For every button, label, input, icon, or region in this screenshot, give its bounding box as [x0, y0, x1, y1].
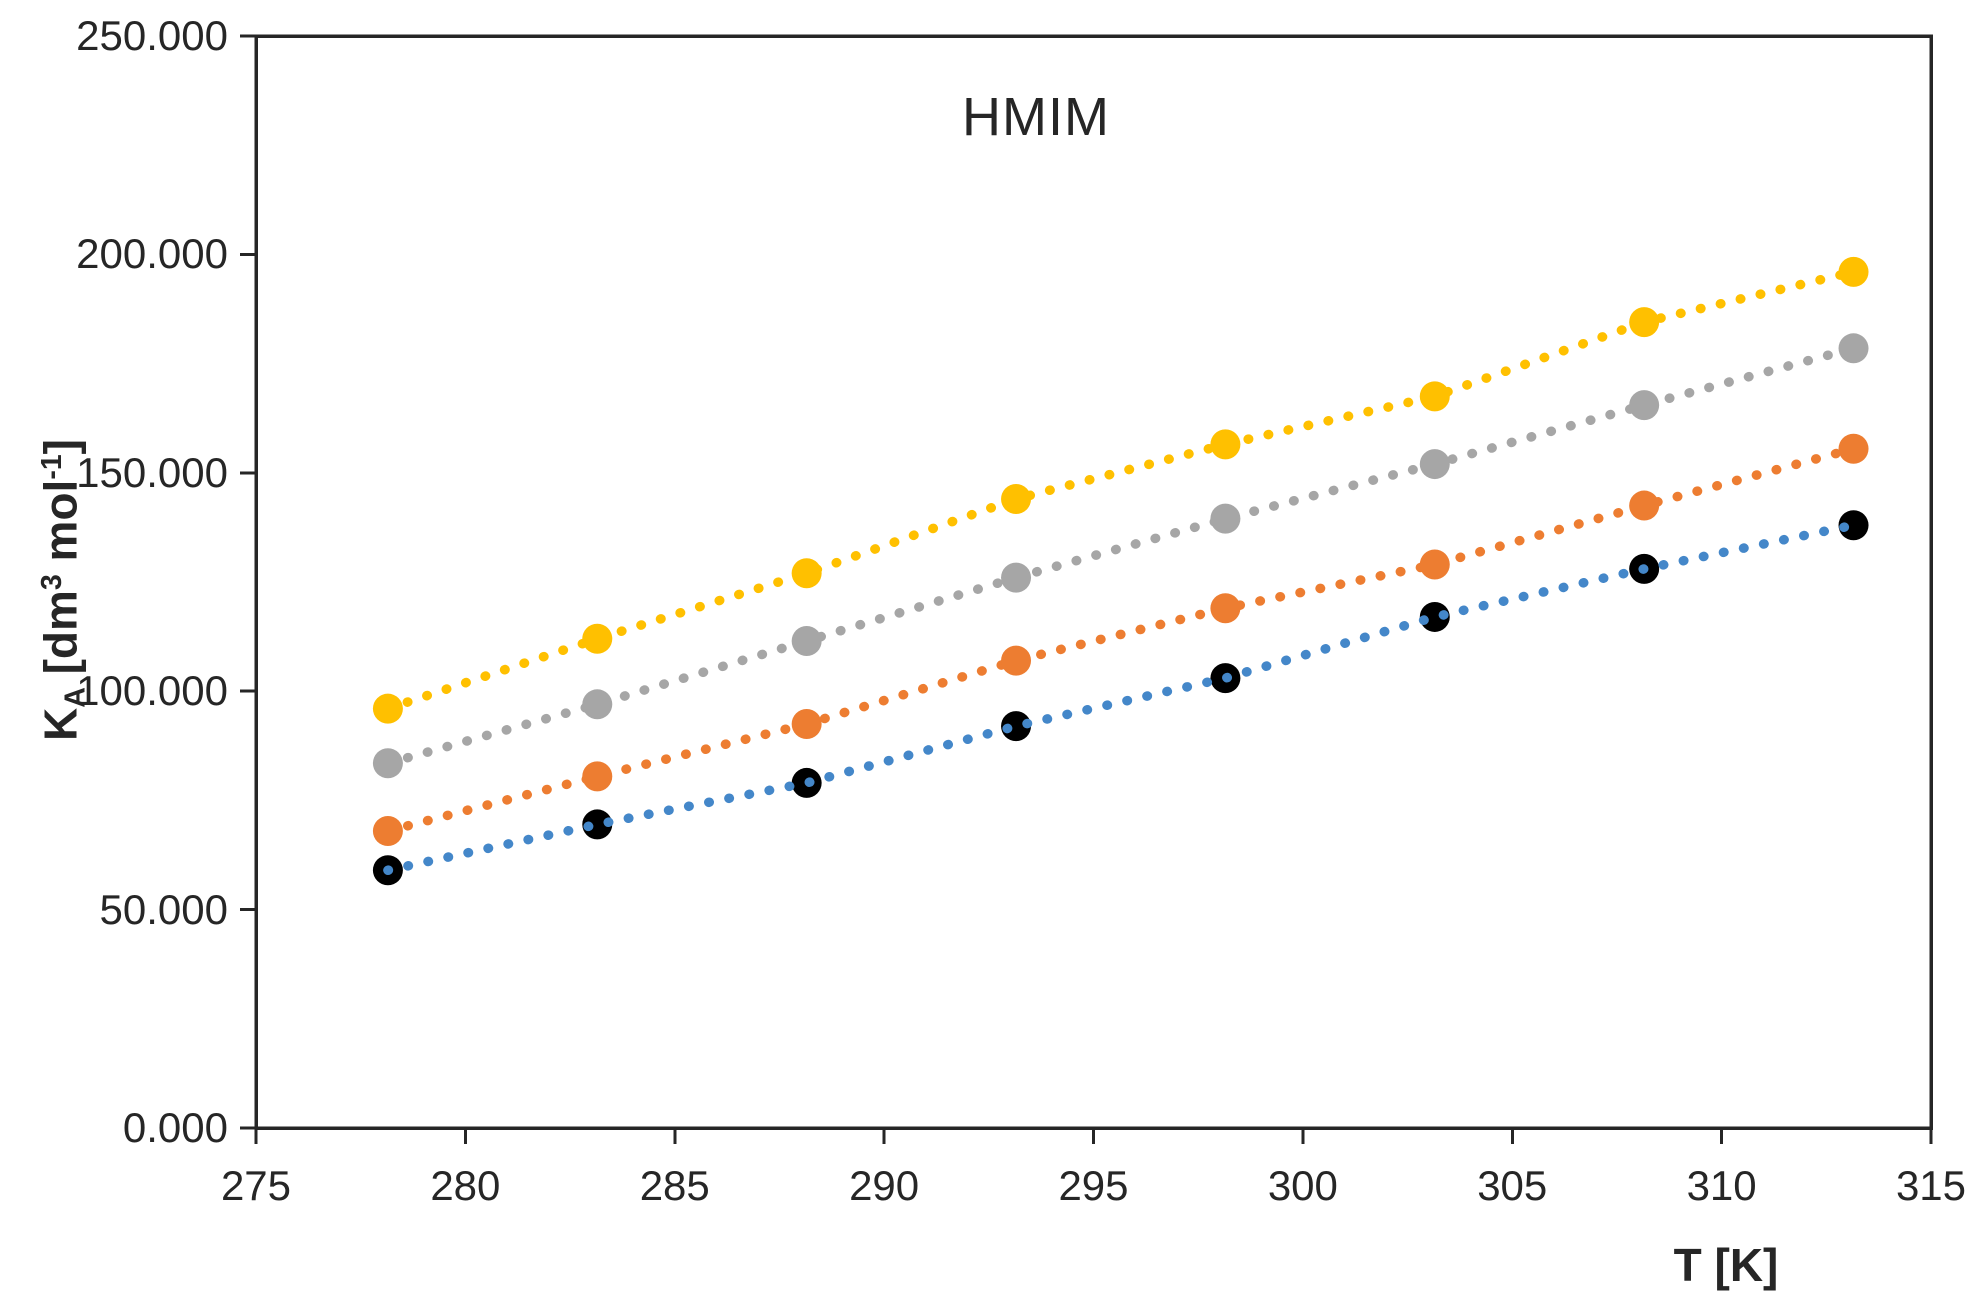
marker-orange-series [1001, 645, 1032, 676]
marker-orange-series [1210, 593, 1241, 624]
x-tick-label: 285 [639, 1162, 710, 1209]
marker-orange-series [372, 815, 403, 846]
marker-orange-series [1629, 490, 1660, 521]
y-tick-label: 0.000 [122, 1104, 228, 1151]
marker-orange-series [1838, 433, 1869, 464]
x-tick-label: 300 [1267, 1162, 1338, 1209]
y-tick-label: 50.000 [99, 885, 228, 933]
y-tick-label: 100.000 [76, 667, 228, 715]
x-tick-label: 275 [220, 1162, 292, 1209]
marker-gold-series [1210, 429, 1241, 460]
trendline-orange-series [383, 444, 1859, 836]
x-axis-title: T [K] [1673, 1239, 1779, 1291]
marker-gold-series [582, 623, 613, 654]
marker-gray-series [582, 689, 613, 720]
x-tick-label: 280 [430, 1162, 501, 1209]
marker-orange-series [582, 761, 613, 792]
y-tick-label: 150.000 [76, 448, 228, 496]
marker-gold-series [791, 558, 822, 589]
marker-gray-series [1001, 562, 1032, 593]
marker-gray-series [1838, 333, 1869, 364]
y-axis-title-segment: 3 [36, 574, 68, 591]
y-tick-label: 200.000 [76, 230, 228, 278]
marker-gold-series [372, 693, 403, 724]
x-tick-label: 290 [849, 1162, 920, 1209]
marker-gray-series [1210, 503, 1241, 534]
marker-black-series [1001, 711, 1032, 742]
marker-gold-series [1419, 381, 1450, 412]
x-tick-label: 295 [1058, 1162, 1129, 1209]
marker-orange-series [791, 708, 822, 739]
trendline-gray-series [383, 343, 1859, 769]
x-tick-label: 305 [1477, 1162, 1548, 1209]
marker-black-series [582, 809, 613, 840]
marker-gray-series [791, 625, 822, 656]
x-tick-label: 310 [1686, 1162, 1757, 1209]
x-tick-label: 315 [1895, 1162, 1967, 1209]
marker-black-series [1838, 510, 1869, 541]
marker-gold-series [1838, 256, 1869, 287]
marker-orange-series [1419, 549, 1450, 580]
marker-gold-series [1629, 307, 1660, 338]
plot-border [254, 34, 1933, 1130]
marker-black-series [1419, 601, 1450, 632]
marker-gray-series [1629, 390, 1660, 421]
marker-gold-series [1001, 484, 1032, 515]
marker-gray-series [1419, 449, 1450, 480]
y-tick-label: 250.000 [76, 12, 228, 59]
y-axis-title: KA [dm3 mol-1] [22, 290, 92, 890]
marker-gray-series [372, 748, 403, 779]
chart-title: HMIM [962, 87, 1110, 147]
trendline-black-series [383, 520, 1859, 876]
